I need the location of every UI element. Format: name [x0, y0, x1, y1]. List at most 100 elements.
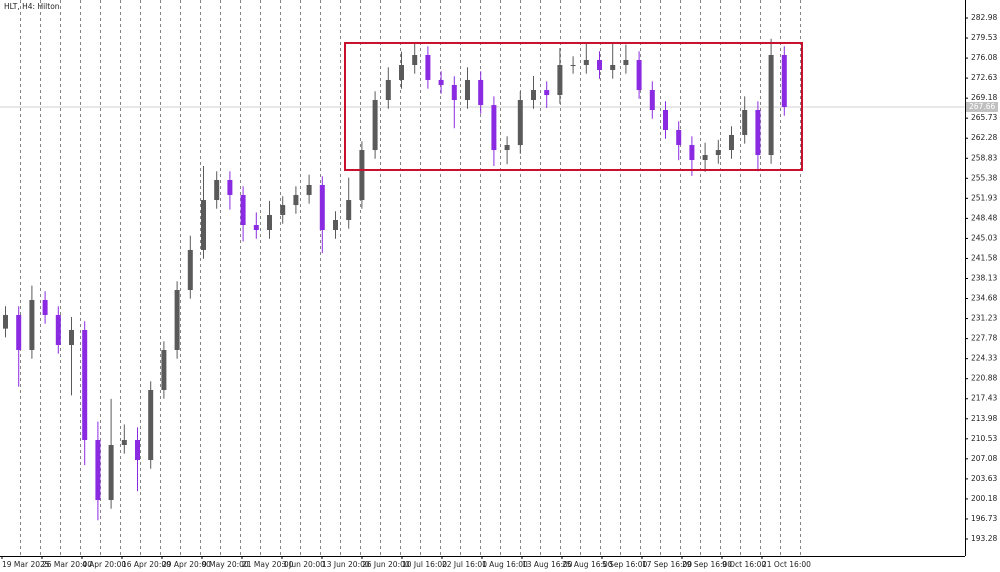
candle-body — [240, 194, 246, 226]
candle-body — [187, 249, 193, 290]
x-tick-label: 21 May 20:00 — [242, 560, 294, 569]
y-tick-label: 248.48 — [971, 213, 997, 222]
candle-body — [597, 59, 602, 70]
current-price-box — [966, 101, 998, 112]
candle-body — [425, 55, 431, 80]
x-tick-label: 5 Sep 16:00 — [602, 560, 648, 569]
x-tick-label: 13 Aug 16:00 — [522, 560, 573, 569]
y-tick-label: 251.93 — [971, 193, 997, 202]
x-tick-label: 13 Jun 20:00 — [322, 560, 370, 569]
x-tick-label: 16 Apr 20:00 — [122, 560, 171, 569]
candle-body — [16, 314, 22, 350]
candle-body — [293, 194, 299, 206]
candle-body — [333, 220, 338, 230]
y-tick-label: 255.38 — [971, 173, 997, 182]
x-tick-label: 9 May 20:00 — [202, 560, 249, 569]
candle-body — [29, 299, 35, 350]
candle-body — [702, 155, 708, 161]
candle-body — [69, 330, 74, 345]
y-tick-label: 224.33 — [971, 354, 997, 363]
candle-body — [412, 55, 418, 65]
y-tick-label: 241.58 — [971, 253, 997, 262]
candle-body — [768, 55, 774, 156]
x-tick-label: 9 Oct 16:00 — [722, 560, 766, 569]
candle-body — [451, 84, 457, 101]
y-tick-label: 217.43 — [971, 394, 997, 403]
candle-body — [95, 440, 101, 501]
x-tick-label: 29 Sep 16:00 — [682, 560, 732, 569]
candle-body — [557, 64, 563, 96]
candle-body — [623, 59, 629, 65]
x-tick-label: 29 Apr 20:00 — [162, 560, 211, 569]
candle-body — [3, 314, 8, 329]
x-tick-label: 17 Sep 16:00 — [642, 560, 692, 569]
candle-body — [465, 79, 470, 101]
candle-body — [742, 110, 748, 135]
y-tick-label: 279.53 — [971, 33, 997, 42]
y-tick-label: 282.98 — [971, 13, 997, 22]
candle-body — [636, 59, 642, 91]
candle-body — [174, 289, 180, 350]
candle-body — [438, 79, 444, 85]
y-tick-label: 245.03 — [971, 233, 997, 242]
candle-body — [253, 225, 259, 230]
y-tick-label: 193.28 — [971, 534, 997, 543]
candle-body — [214, 179, 220, 201]
candle-body — [689, 145, 695, 161]
candle-body — [478, 79, 484, 106]
y-tick-label: 265.73 — [971, 113, 997, 122]
candle-body — [267, 215, 272, 230]
candle-body — [42, 299, 48, 315]
x-tick-label: 22 Jul 16:00 — [442, 560, 487, 569]
x-tick-label: 26 Jun 20:00 — [362, 560, 410, 569]
candle-body — [715, 150, 721, 156]
chart-title: HLT, H4: Hilton — [4, 2, 60, 11]
x-tick-label: 4 Apr 20:00 — [82, 560, 126, 569]
x-tick-label: 1 Aug 16:00 — [482, 560, 528, 569]
candle-body — [517, 100, 523, 146]
y-tick-label: 231.23 — [971, 314, 997, 323]
candle-body — [755, 110, 761, 156]
candle-body — [504, 145, 510, 151]
y-tick-label: 220.88 — [971, 374, 997, 383]
x-tick-label: 10 Jul 16:00 — [402, 560, 447, 569]
y-tick-label: 238.13 — [971, 273, 997, 282]
candle-body — [583, 59, 589, 65]
y-tick-label: 262.28 — [971, 133, 997, 142]
candle-body — [135, 440, 140, 460]
y-tick-label: 196.73 — [971, 514, 997, 523]
x-tick-label: 26 Mar 20:00 — [42, 560, 92, 569]
y-tick-label: 276.08 — [971, 53, 997, 62]
current-price-label: 267.66 — [969, 102, 995, 111]
candle-body — [781, 55, 787, 107]
candle-body — [161, 349, 167, 391]
candle-body — [544, 90, 550, 96]
candle-body — [346, 200, 352, 221]
y-tick-label: 234.68 — [971, 294, 997, 303]
candle-body — [570, 64, 576, 66]
candle-body — [491, 105, 497, 151]
candle-body — [55, 314, 61, 345]
y-tick-label: 258.83 — [971, 153, 997, 162]
y-tick-label: 213.98 — [971, 414, 997, 423]
candle-body — [663, 110, 668, 130]
y-tick-label: 200.18 — [971, 494, 997, 503]
candle-body — [531, 90, 536, 101]
candle-body — [610, 64, 616, 70]
x-tick-label: 3 Jun 20:00 — [282, 560, 325, 569]
candle-body — [121, 440, 127, 446]
y-tick-label: 269.18 — [971, 93, 997, 102]
candle-body — [649, 90, 655, 111]
candle-body — [108, 445, 114, 501]
x-tick-label: 19 Mar 2025 — [2, 560, 50, 569]
candle-body — [385, 79, 391, 101]
x-tick-label: 21 Oct 16:00 — [762, 560, 811, 569]
candle-body — [359, 150, 365, 201]
candle-body — [280, 205, 286, 216]
candle-body — [399, 64, 404, 80]
candle-body — [227, 179, 233, 195]
y-tick-label: 203.63 — [971, 474, 997, 483]
candle-body — [319, 184, 325, 230]
y-tick-label: 227.78 — [971, 334, 997, 343]
